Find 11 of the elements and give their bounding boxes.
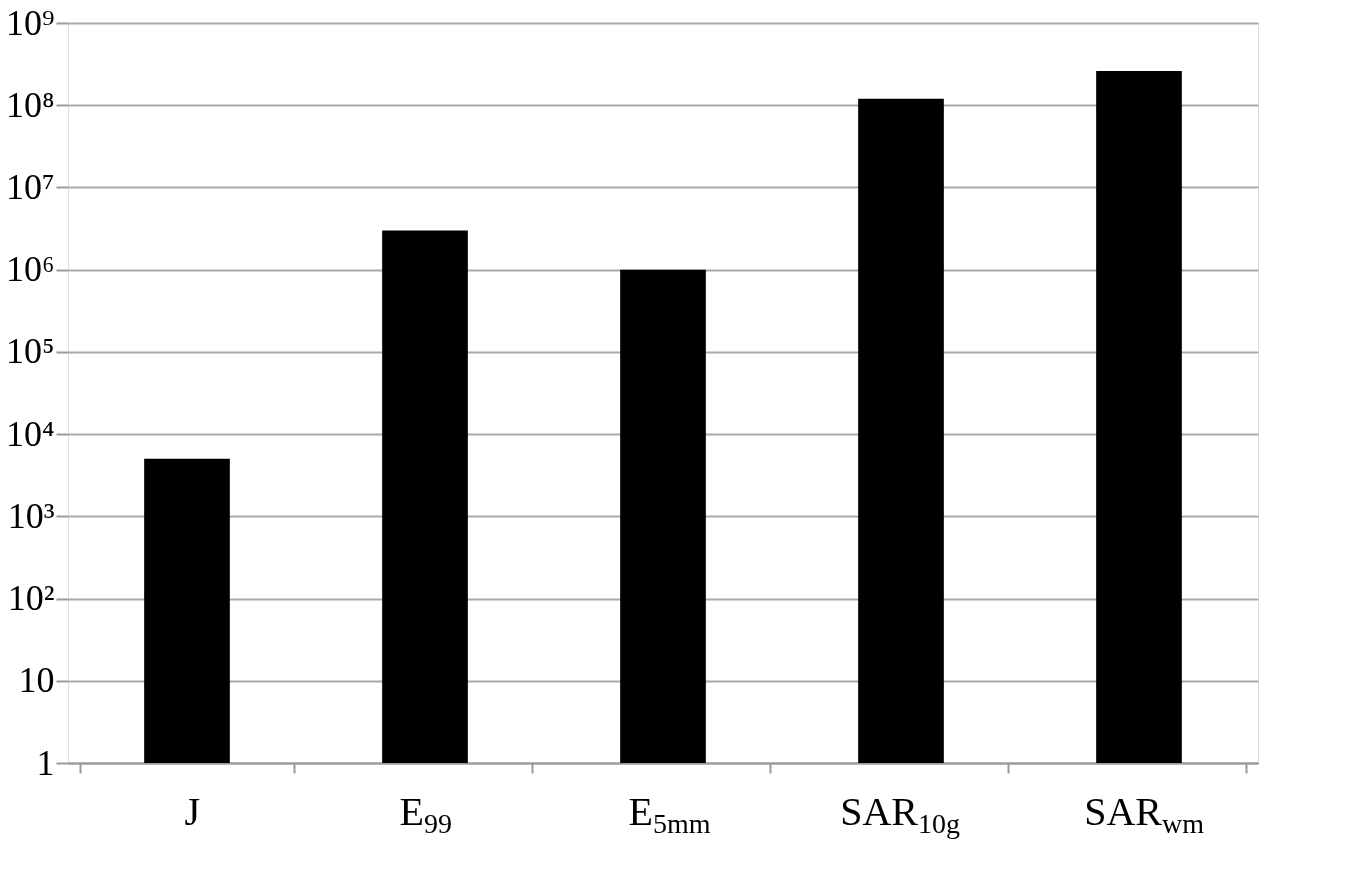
y-tick-label: 10⁹ [5,2,55,43]
y-tick-label: 1 [36,742,55,783]
y-tick-label: 10² [7,578,55,619]
y-tick-label: 10⁵ [5,331,55,372]
y-tick-label: 10 [18,660,55,701]
y-tick-label: 10⁶ [5,249,55,290]
y-tick-label: 10⁴ [5,413,55,454]
y-tick-label: 10³ [7,495,55,536]
y-tick-label: 10⁷ [5,166,55,207]
x-tick-label: J [184,789,200,834]
y-tick-label: 10⁸ [5,84,55,125]
